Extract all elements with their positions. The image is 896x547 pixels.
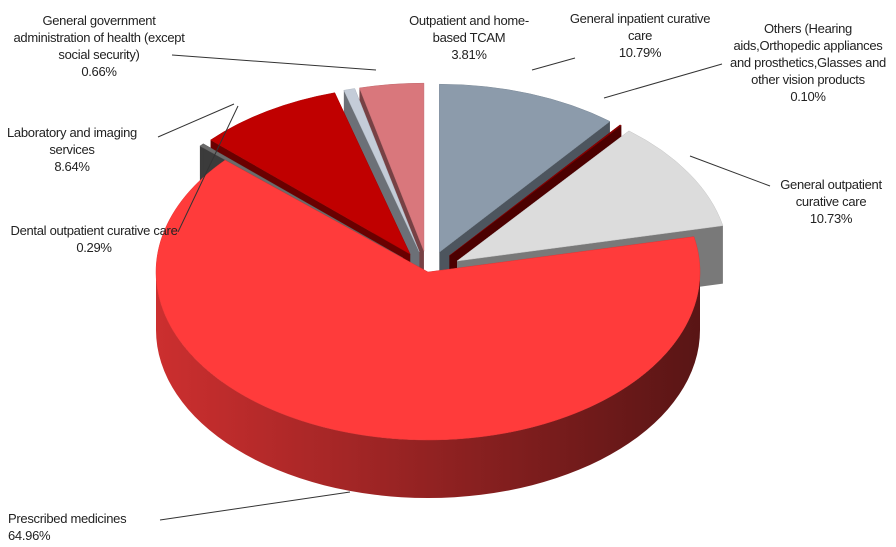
label: General inpatient curative care 10.79% [565, 10, 715, 61]
slice [210, 92, 411, 255]
leader-line [177, 105, 239, 233]
leader-line [689, 155, 771, 187]
leader-line [171, 54, 377, 71]
leader-line [603, 63, 723, 99]
label-value: 10.79% [618, 45, 662, 60]
label-name: Outpatient and home-based TCAM [409, 13, 529, 45]
label-name: General government administration of hea… [13, 13, 185, 62]
label-value: 0.66% [81, 64, 117, 79]
slice-side [156, 272, 700, 498]
slice [359, 82, 425, 252]
label-value: 8.64% [54, 159, 90, 174]
slice [439, 83, 611, 253]
label-value: 0.29% [76, 240, 112, 255]
label-value: 3.81% [451, 47, 487, 62]
slice [199, 143, 403, 259]
slice [449, 124, 622, 256]
label-name: Prescribed medicines [8, 511, 127, 526]
slice [456, 130, 724, 262]
label: Laboratory and imaging services 8.64% [4, 124, 140, 175]
slice [343, 88, 420, 252]
label: Prescribed medicines 64.96% [8, 510, 178, 544]
label-name: General inpatient curative care [569, 11, 711, 43]
label: General outpatient curative care 10.73% [768, 176, 894, 227]
label-name: Others (Hearing aids,Orthopedic applianc… [730, 21, 886, 87]
slice [155, 159, 701, 441]
label-value: 64.96% [8, 528, 51, 543]
label-value: 0.10% [790, 89, 826, 104]
label-name: Laboratory and imaging services [7, 125, 137, 157]
label-value: 10.73% [809, 211, 853, 226]
leader-line [157, 103, 235, 138]
label: Others (Hearing aids,Orthopedic applianc… [722, 20, 894, 105]
leader-line [531, 57, 576, 71]
label-name: General outpatient curative care [780, 177, 882, 209]
leader-line [159, 491, 351, 521]
label-name: Dental outpatient curative care [10, 223, 178, 238]
label: Dental outpatient curative care 0.29% [6, 222, 182, 256]
label: General government administration of hea… [4, 12, 194, 80]
label: Outpatient and home-based TCAM 3.81% [405, 12, 533, 63]
